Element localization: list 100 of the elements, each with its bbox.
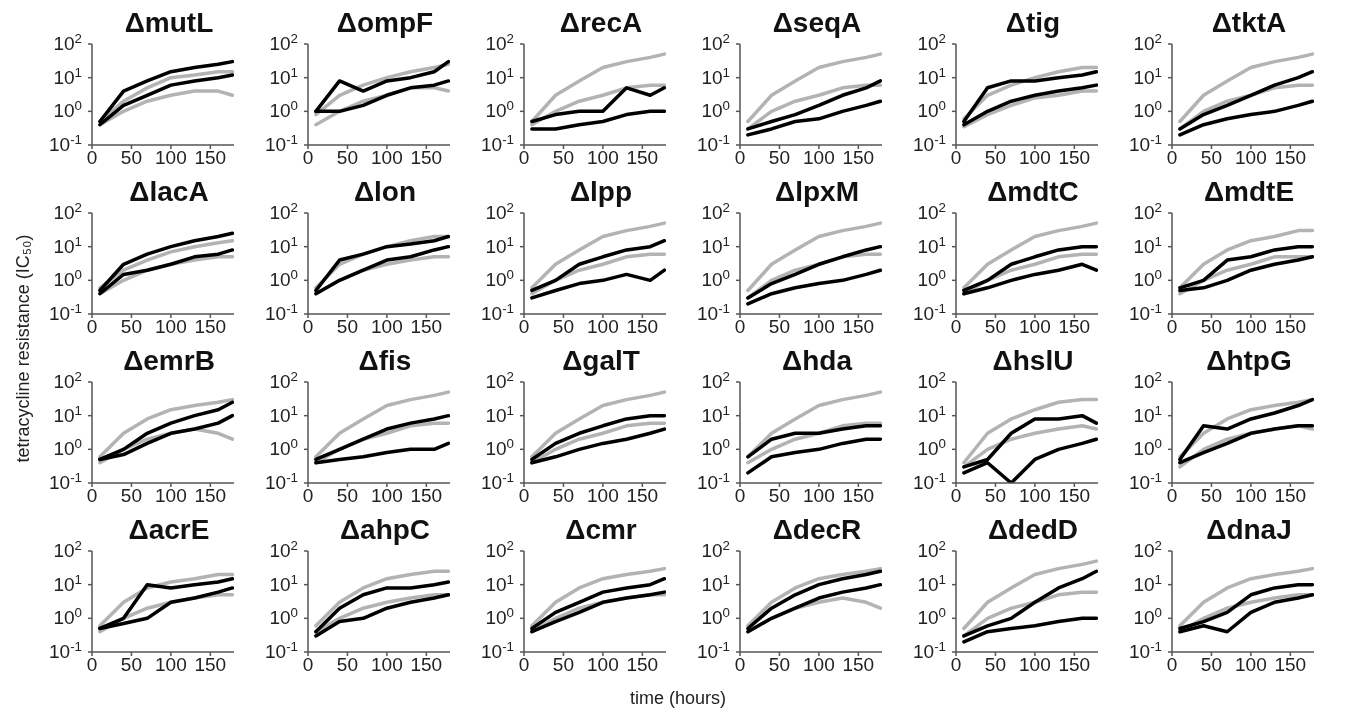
x-tick-label: 50 xyxy=(1200,485,1223,507)
y-tick-label: 10$^{0}$ xyxy=(917,266,946,291)
x-tick-label: 50 xyxy=(984,316,1007,338)
x-tick-label: 0 xyxy=(302,654,314,676)
x-tick-label: 50 xyxy=(1200,316,1223,338)
y-tick-label: 10$^{1}$ xyxy=(1133,64,1162,88)
y-tick-label: 10$^{1}$ xyxy=(1133,402,1162,426)
x-tick-label: 150 xyxy=(194,316,227,338)
x-tick-label: 50 xyxy=(768,485,791,507)
x-tick-label: 0 xyxy=(734,316,746,338)
y-tick-label: 10$^{0}$ xyxy=(269,97,298,122)
x-tick-label: 100 xyxy=(1019,485,1051,507)
x-tick-label: 50 xyxy=(768,316,791,338)
chart-title: ΔdecR xyxy=(771,514,863,545)
chart-title: ΔmdtE xyxy=(1202,176,1296,207)
x-tick-label: 100 xyxy=(587,147,619,169)
chart-title: Δhda xyxy=(781,345,854,376)
x-tick-label: 150 xyxy=(410,316,443,338)
x-tick-label: 150 xyxy=(1274,485,1307,507)
y-tick-label: 10$^{0}$ xyxy=(53,435,82,460)
chart-title: ΔmdtC xyxy=(986,176,1080,207)
x-tick-label: 0 xyxy=(86,485,98,507)
x-tick-label: 100 xyxy=(1019,654,1051,676)
y-tick-label: 10$^{1}$ xyxy=(53,571,82,595)
y-tick-label: 10$^{2}$ xyxy=(485,199,514,223)
x-tick-label: 50 xyxy=(552,316,575,338)
x-tick-label: 100 xyxy=(803,485,835,507)
x-tick-label: 100 xyxy=(371,485,403,507)
y-tick-label: 10$^{-1}$ xyxy=(1129,131,1162,155)
x-tick-label: 150 xyxy=(194,485,227,507)
chart-title: ΔgalT xyxy=(561,345,641,376)
y-tick-label: 10$^{1}$ xyxy=(269,233,298,257)
y-tick-label: 10$^{-1}$ xyxy=(49,638,82,662)
x-tick-label: 150 xyxy=(1274,654,1307,676)
x-tick-label: 0 xyxy=(518,654,530,676)
y-tick-label: 10$^{-1}$ xyxy=(49,300,82,324)
x-tick-label: 100 xyxy=(1235,316,1267,338)
y-tick-label: 10$^{-1}$ xyxy=(265,638,298,662)
y-tick-label: 10$^{1}$ xyxy=(53,64,82,88)
y-tick-label: 10$^{1}$ xyxy=(485,64,514,88)
chart-title: ΔdnaJ xyxy=(1205,514,1293,545)
y-tick-label: 10$^{1}$ xyxy=(1133,571,1162,595)
x-tick-label: 150 xyxy=(1058,485,1091,507)
chart-title: ΔahpC xyxy=(338,514,432,545)
y-tick-label: 10$^{-1}$ xyxy=(481,131,514,155)
x-tick-label: 50 xyxy=(336,147,359,169)
y-tick-label: 10$^{2}$ xyxy=(1133,199,1162,223)
chart-title: ΔemrB xyxy=(122,345,216,376)
chart-title: ΔlpxM xyxy=(774,176,860,207)
y-tick-label: 10$^{1}$ xyxy=(917,402,946,426)
y-tick-label: 10$^{-1}$ xyxy=(913,131,946,155)
x-tick-label: 50 xyxy=(552,654,575,676)
y-tick-label: 10$^{2}$ xyxy=(1133,30,1162,54)
y-tick-label: 10$^{-1}$ xyxy=(697,638,730,662)
y-tick-label: 10$^{2}$ xyxy=(701,199,730,223)
x-tick-label: 50 xyxy=(120,485,143,507)
y-tick-label: 10$^{0}$ xyxy=(485,604,514,629)
x-tick-label: 150 xyxy=(842,316,875,338)
y-tick-label: 10$^{1}$ xyxy=(269,571,298,595)
y-tick-label: 10$^{1}$ xyxy=(485,571,514,595)
y-tick-label: 10$^{2}$ xyxy=(269,537,298,561)
chart-title: ΔdedD xyxy=(986,514,1080,545)
x-tick-label: 0 xyxy=(1166,316,1178,338)
x-tick-label: 100 xyxy=(803,147,835,169)
x-tick-label: 0 xyxy=(86,654,98,676)
x-tick-label: 100 xyxy=(371,654,403,676)
chart-title: Δtig xyxy=(1004,7,1062,38)
y-tick-label: 10$^{2}$ xyxy=(53,199,82,223)
x-tick-label: 50 xyxy=(552,485,575,507)
x-tick-label: 50 xyxy=(984,147,1007,169)
y-tick-label: 10$^{2}$ xyxy=(269,199,298,223)
y-tick-label: 10$^{-1}$ xyxy=(481,638,514,662)
y-tick-label: 10$^{1}$ xyxy=(269,64,298,88)
y-tick-label: 10$^{0}$ xyxy=(485,266,514,291)
chart-title: ΔhslU xyxy=(991,345,1075,376)
y-tick-label: 10$^{0}$ xyxy=(53,604,82,629)
y-tick-label: 10$^{2}$ xyxy=(917,368,946,392)
y-tick-label: 10$^{1}$ xyxy=(701,402,730,426)
x-tick-label: 100 xyxy=(1235,485,1267,507)
x-tick-label: 50 xyxy=(336,654,359,676)
x-tick-label: 0 xyxy=(86,147,98,169)
y-tick-label: 10$^{-1}$ xyxy=(697,469,730,493)
chart-title: ΔseqA xyxy=(771,7,863,38)
x-tick-label: 0 xyxy=(302,147,314,169)
x-tick-label: 100 xyxy=(803,654,835,676)
x-tick-label: 100 xyxy=(155,147,187,169)
y-tick-label: 10$^{2}$ xyxy=(917,30,946,54)
x-tick-label: 0 xyxy=(734,485,746,507)
x-tick-label: 50 xyxy=(768,147,791,169)
x-tick-label: 50 xyxy=(336,485,359,507)
y-tick-label: 10$^{0}$ xyxy=(269,266,298,291)
chart-title: ΔhtpG xyxy=(1205,345,1293,376)
x-tick-label: 150 xyxy=(626,654,659,676)
chart-title: Δfis xyxy=(357,345,413,376)
y-tick-label: 10$^{1}$ xyxy=(485,402,514,426)
y-tick-label: 10$^{0}$ xyxy=(701,435,730,460)
x-tick-label: 50 xyxy=(336,316,359,338)
y-tick-label: 10$^{0}$ xyxy=(701,604,730,629)
x-tick-label: 100 xyxy=(371,316,403,338)
x-tick-label: 50 xyxy=(120,147,143,169)
